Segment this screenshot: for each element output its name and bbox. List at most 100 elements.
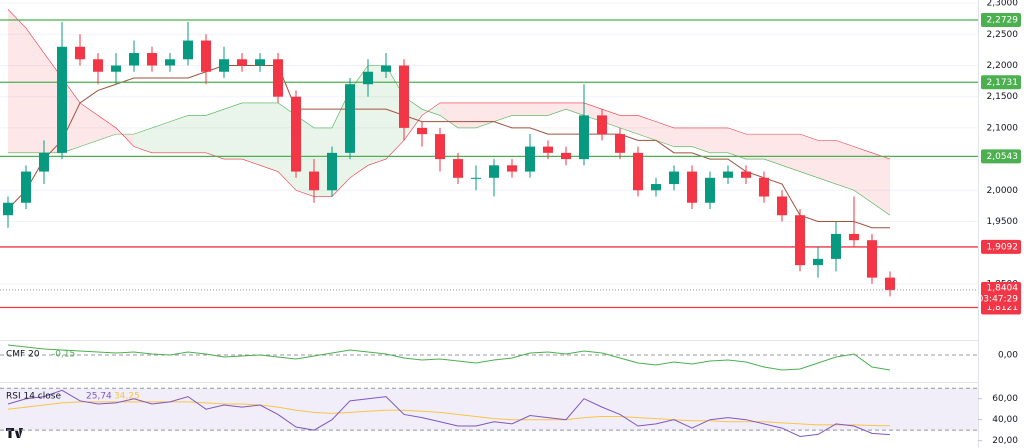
cloud-segment <box>26 28 44 153</box>
y-tick-label: 2,3000 <box>987 0 1019 9</box>
cloud-segment <box>674 127 692 147</box>
cmf-line <box>7 344 891 371</box>
cloud-segment <box>224 102 242 160</box>
candle-body <box>795 215 805 266</box>
candle-body <box>867 240 877 278</box>
candle-body <box>363 71 373 85</box>
candle-body <box>597 115 607 135</box>
candle-body <box>561 152 571 160</box>
level-label: 2,2729 <box>987 16 1019 26</box>
y-tick-label: 2,2500 <box>987 30 1019 40</box>
cloud-segment <box>836 140 854 191</box>
candle-body <box>291 96 301 172</box>
cloud-segment <box>692 127 710 153</box>
cloud-segment <box>566 102 584 116</box>
cloud-segment <box>242 102 260 166</box>
last-price-label: 1,8404 <box>987 283 1019 293</box>
candle-body <box>327 152 337 191</box>
candle-body <box>615 134 625 153</box>
cloud-segment <box>530 102 548 116</box>
candle-body <box>885 277 895 291</box>
y-tick-label: 2,1500 <box>987 92 1019 102</box>
rsi-tick-label: 20,00 <box>992 436 1018 446</box>
level-label-box <box>981 13 1021 28</box>
candle-body <box>345 84 355 153</box>
candle-body <box>507 165 517 172</box>
level-label-box <box>981 75 1021 90</box>
level-label: 2,1731 <box>987 78 1019 88</box>
rsi-band <box>0 388 978 431</box>
rsi-line <box>7 389 891 437</box>
candle-body <box>3 202 13 216</box>
cloud-segment <box>548 102 566 116</box>
candle-body <box>381 65 391 72</box>
level-label: 1,8121 <box>987 303 1019 313</box>
rsi-tick-label: 40,00 <box>992 415 1018 425</box>
candle-body <box>525 146 535 172</box>
rsi-ma-last: 34,25 <box>114 392 140 402</box>
cloud-segment <box>458 102 476 128</box>
cloud-segment <box>656 121 674 147</box>
candle-body <box>813 258 823 266</box>
candle-body <box>651 184 661 191</box>
candle-body <box>759 177 769 197</box>
cloud-span-b <box>7 9 891 197</box>
cloud-segment <box>854 146 872 203</box>
countdown: 03:47:29 <box>978 294 1019 304</box>
cloud-segment <box>710 127 728 153</box>
candle-body <box>255 59 265 66</box>
candle-body <box>309 171 319 191</box>
cmf-tick-label: 0,00 <box>998 351 1018 361</box>
candle-body <box>183 40 193 60</box>
candle-body <box>777 196 787 216</box>
candle-body <box>669 171 679 185</box>
y-tick-label: 2,1000 <box>987 123 1019 133</box>
candle-body <box>849 233 859 241</box>
candle-body <box>75 46 85 60</box>
cloud-segment <box>818 140 836 185</box>
cloud-segment <box>512 102 530 116</box>
level-label-box <box>981 149 1021 164</box>
candle-body <box>831 233 841 259</box>
rsi-name: RSI 14 close <box>6 392 61 402</box>
candle-body <box>723 171 733 178</box>
candle-body <box>471 177 481 179</box>
candle-body <box>399 65 409 128</box>
candle-body <box>39 152 49 172</box>
candle-body <box>219 59 229 72</box>
cloud-segment <box>872 152 890 216</box>
cloud-segment <box>80 102 98 147</box>
candle-body <box>489 165 499 178</box>
cloud-segment <box>170 115 188 153</box>
candle-body <box>273 59 283 97</box>
candle-body <box>93 59 103 72</box>
rsi-last: 25,74 <box>86 392 112 402</box>
y-tick-label: 2,0000 <box>987 186 1019 196</box>
cmf-name: CMF 20 <box>6 350 40 360</box>
last-price-box <box>981 281 1021 306</box>
rsi-ma-line <box>7 401 891 427</box>
level-label: 2,0543 <box>987 152 1019 162</box>
cloud-segment <box>638 115 656 141</box>
cloud-segment <box>188 115 206 153</box>
candle-body <box>57 46 67 153</box>
cloud-segment <box>368 65 386 166</box>
y-tick-label: 1,9500 <box>987 217 1019 227</box>
cloud-segment <box>8 9 26 153</box>
candle-body <box>543 146 553 153</box>
candle-body <box>147 53 157 66</box>
candle-body <box>21 171 31 203</box>
level-label: 1,9092 <box>987 242 1019 252</box>
cloud-segment <box>98 115 116 141</box>
candle-body <box>201 40 211 72</box>
candle-body <box>111 65 121 72</box>
candle-body <box>435 134 445 160</box>
candle-body <box>579 115 589 160</box>
candle-body <box>417 127 427 135</box>
cloud-segment <box>134 127 152 153</box>
candle-body <box>705 177 715 203</box>
candle-body <box>129 53 139 66</box>
